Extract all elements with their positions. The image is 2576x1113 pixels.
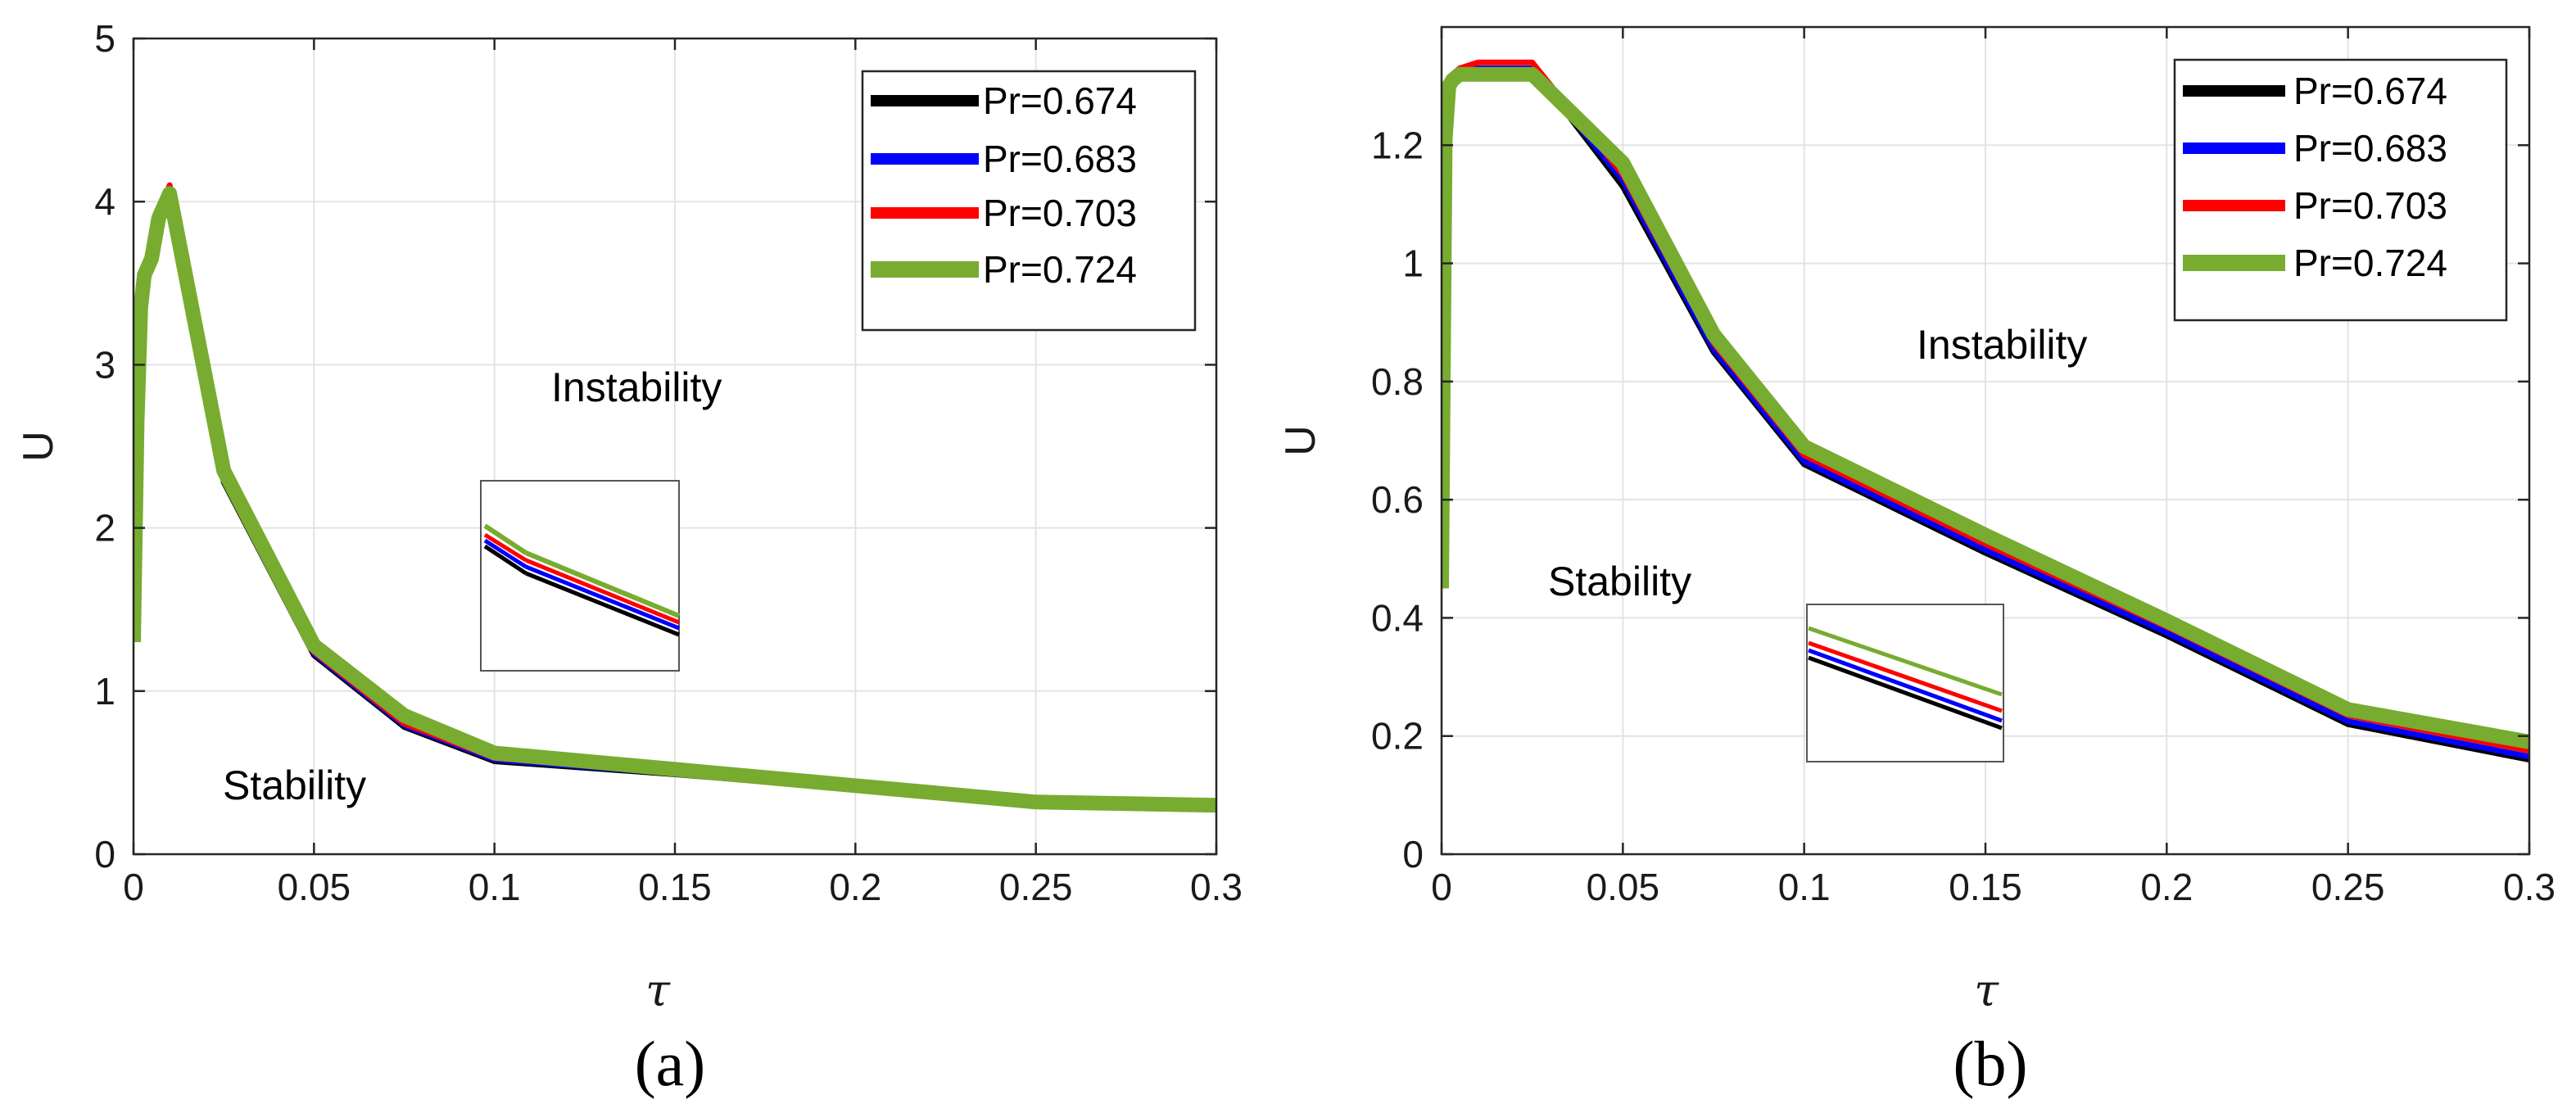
y-tick-label: 4 — [94, 180, 115, 223]
panel-b: 0 0.05 0.1 0.15 0.2 0.25 0.300.20.40.60.811.2 … — [1277, 25, 2556, 1099]
x-tick-label: 0.3 — [1190, 866, 1243, 908]
x-tick-label: 0.3 — [2503, 866, 2556, 908]
x-tick-label: 0.2 — [2140, 866, 2193, 908]
x-tick-label: 0.25 — [2311, 866, 2385, 908]
x-tick-label: 0.1 — [1778, 866, 1831, 908]
annotation-stability-b: Stability — [1548, 559, 1691, 604]
inset-a — [480, 480, 681, 672]
inset-line-black-a1 — [483, 544, 527, 576]
y-tick-label: 3 — [94, 343, 115, 386]
legend-box — [2173, 58, 2508, 322]
legend-label: Pr=0.674 — [983, 79, 1137, 122]
legend-label: Pr=0.683 — [983, 138, 1137, 180]
y-tick-label: 0.8 — [1371, 360, 1424, 403]
legend-label: Pr=0.683 — [2293, 127, 2447, 170]
x-tick-label: 0 — [1431, 866, 1452, 908]
annotation-stability-a: Stability — [223, 762, 366, 808]
legend-box — [861, 70, 1197, 332]
inset-line-red-a1 — [483, 532, 527, 563]
inset-line-green-a1 — [483, 523, 527, 555]
ticks-b: 0 0.05 0.1 0.15 0.2 0.25 0.3 0 0.2 0.4 0.6 0.8 1 1.2 — [1371, 27, 2556, 908]
inset-line-green-a2 — [524, 550, 681, 618]
y-tick-label: 1 — [94, 670, 115, 713]
legend-label: Pr=0.724 — [983, 248, 1137, 291]
legend-b: Pr=0.674 Pr=0.683 Pr=0.703 Pr=0.724 — [2173, 58, 2508, 322]
x-tick-label: 0.15 — [638, 866, 712, 908]
panel-caption-b: (b) — [1954, 1028, 2028, 1099]
inset-line-red-b — [1808, 640, 2003, 713]
panel-caption-a: (a) — [635, 1028, 706, 1099]
x-tick-label: 0.1 — [469, 866, 521, 908]
y-axis-label-b: U — [1277, 425, 1324, 456]
inset-line-green-b — [1808, 626, 2003, 697]
legend-label: Pr=0.674 — [2293, 70, 2447, 112]
series-group-b — [1442, 59, 2529, 763]
x-tick-label: 0.05 — [278, 866, 351, 908]
y-tick-label: 1.2 — [1371, 124, 1424, 166]
y-tick-label: 0.2 — [1371, 715, 1424, 758]
x-tick-label: 0.2 — [829, 866, 881, 908]
x-tick-label: 0.25 — [999, 866, 1073, 908]
series-line-0724 — [134, 186, 1216, 813]
annotation-instability-b: Instability — [1917, 322, 2087, 368]
annotation-instability-a: Instability — [551, 364, 722, 410]
y-tick-label: 0 — [1402, 833, 1424, 875]
x-tick-label: 0.05 — [1587, 866, 1660, 908]
x-axis-label-a: τ — [645, 965, 671, 1016]
ticks-a: 0 0.05 0.1 0.15 0.2 0.25 0.3 0 1 2 3 4 5 — [94, 17, 1243, 908]
legend-a: Pr=0.674 Pr=0.683 Pr=0.703 Pr=0.724 — [861, 70, 1197, 332]
y-tick-label: 0.6 — [1371, 478, 1424, 521]
panel-a: 0 0.05 0.1 0.15 0.2 0.25 0.3 0 1 2 3 4 5 Instability… — [15, 17, 1243, 1099]
inset-line-red-a2 — [525, 558, 680, 625]
y-tick-label: 5 — [94, 17, 115, 60]
inset-line-black-b — [1808, 655, 2003, 731]
y-tick-label: 1 — [1402, 242, 1424, 285]
x-tick-label: 0 — [123, 866, 144, 908]
inset-line-blue-a2 — [525, 564, 680, 631]
series-group-a — [134, 182, 1216, 813]
legend-label: Pr=0.703 — [983, 192, 1137, 234]
inset-b — [1806, 604, 2004, 762]
series-line-0724 — [1442, 66, 2529, 749]
legend-label: Pr=0.703 — [2293, 184, 2447, 227]
legend-label: Pr=0.724 — [2293, 242, 2447, 284]
x-tick-label: 0.15 — [1949, 866, 2022, 908]
inset-line-blue-a1 — [483, 538, 527, 569]
x-axis-label-b: τ — [1974, 965, 1999, 1016]
inset-line-black-a2 — [525, 571, 680, 637]
inset-line-blue-b — [1808, 648, 2003, 723]
y-tick-label: 0 — [94, 833, 115, 875]
y-axis-label-a: U — [15, 431, 62, 462]
y-tick-label: 0.4 — [1371, 596, 1424, 639]
y-tick-label: 2 — [94, 507, 115, 550]
